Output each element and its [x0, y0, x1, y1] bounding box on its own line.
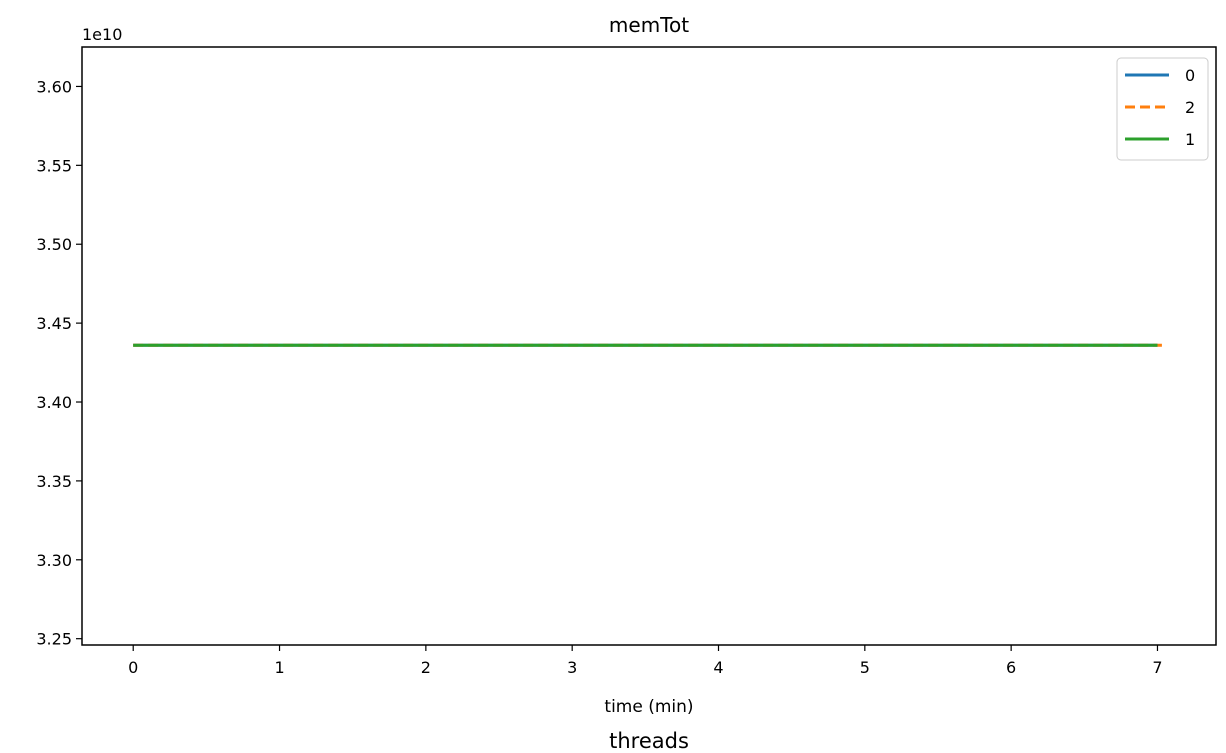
x-axis: 0 1 2 3 4 5 6 7	[128, 645, 1163, 677]
chart-title: memTot	[609, 13, 689, 37]
footer-label: threads	[609, 729, 689, 753]
y-tick-label: 3.50	[36, 235, 72, 254]
plot-frame	[81, 46, 1217, 646]
y-axis: 3.25 3.30 3.35 3.40 3.45 3.50 3.55 3.60	[36, 77, 82, 649]
y-tick-label: 3.60	[36, 77, 72, 96]
x-tick-label: 4	[713, 658, 723, 677]
y-tick-label: 3.30	[36, 551, 72, 570]
legend-box	[1116, 57, 1209, 161]
x-tick-label: 3	[567, 658, 577, 677]
y-tick-label: 3.35	[36, 472, 72, 491]
x-tick-label: 1	[274, 658, 284, 677]
legend-label-0: 0	[1185, 66, 1195, 85]
x-tick-label: 2	[421, 658, 431, 677]
y-tick-label: 3.55	[36, 156, 72, 175]
x-tick-label: 0	[128, 658, 138, 677]
x-axis-label: time (min)	[604, 697, 693, 717]
x-tick-label: 5	[860, 658, 870, 677]
legend: 0 2 1	[1116, 57, 1209, 161]
legend-label-1: 1	[1185, 130, 1195, 149]
y-tick-label: 3.40	[36, 393, 72, 412]
y-tick-label: 3.45	[36, 314, 72, 333]
x-tick-label: 7	[1152, 658, 1162, 677]
y-axis-offset-text: 1e10	[82, 25, 122, 44]
legend-label-2: 2	[1185, 98, 1195, 117]
y-tick-label: 3.25	[36, 630, 72, 649]
x-tick-label: 6	[1006, 658, 1016, 677]
